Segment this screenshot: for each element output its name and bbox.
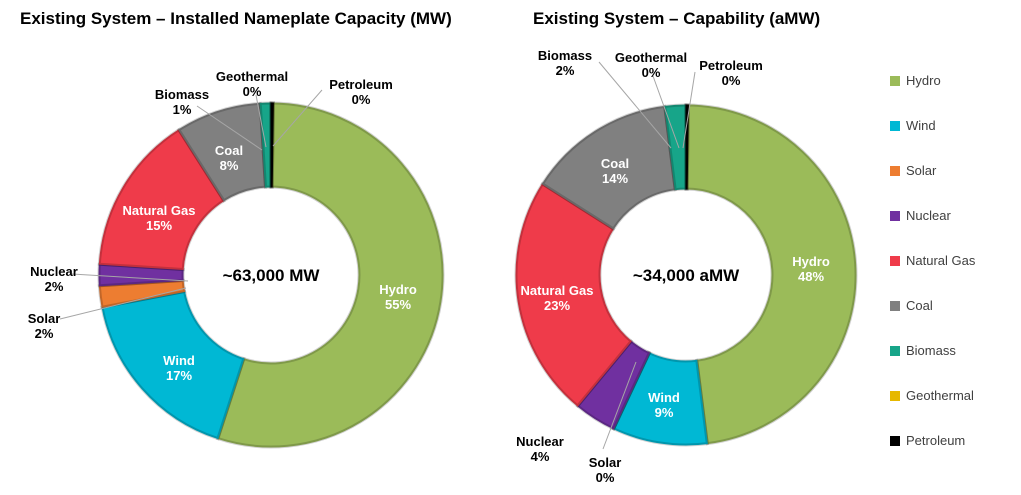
data-label-solar: Solar 0% xyxy=(589,455,622,485)
legend-label: Nuclear xyxy=(906,208,951,223)
legend-swatch xyxy=(890,300,900,311)
leader-line-solar xyxy=(602,361,637,450)
data-label-geothermal: Geothermal 0% xyxy=(216,69,288,99)
leader-line-geothermal xyxy=(652,75,680,149)
leader-line-petroleum xyxy=(272,89,323,147)
data-label-biomass: Biomass 1% xyxy=(155,87,209,117)
data-label-petroleum: Petroleum 0% xyxy=(699,58,763,88)
legend-swatch xyxy=(890,255,900,266)
data-label-wind: Wind 9% xyxy=(648,390,680,420)
center-total-label: ~34,000 aMW xyxy=(633,266,740,285)
legend-label: Biomass xyxy=(906,343,956,358)
data-label-coal: Coal 14% xyxy=(601,156,629,186)
leader-line-biomass xyxy=(598,61,672,149)
legend-item-geothermal: Geothermal xyxy=(890,373,1018,418)
data-label-natural-gas: Natural Gas 15% xyxy=(123,203,196,233)
chart-title-nameplate: Existing System – Installed Nameplate Ca… xyxy=(20,9,452,28)
slice-natural-gas xyxy=(515,183,632,407)
data-label-coal: Coal 8% xyxy=(215,143,243,173)
chart-title-capability: Existing System – Capability (aMW) xyxy=(533,9,821,28)
donut-chart-2: Hydro 48% Wind 9% Solar 0% Nuclear 4% Natural Ga… xyxy=(514,48,858,485)
legend-label: Natural Gas xyxy=(906,253,976,268)
data-label-natural-gas: Natural Gas 23% xyxy=(521,283,594,313)
legend: Hydro Wind Solar Nuclear Natural Gas Coal Biom… xyxy=(890,58,1018,463)
slice-outline-hydro xyxy=(215,101,445,449)
legend-swatch xyxy=(890,120,900,131)
data-label-biomass: Biomass 2% xyxy=(538,48,592,78)
data-label-nuclear: Nuclear 4% xyxy=(516,434,564,464)
legend-label: Hydro xyxy=(906,73,941,88)
legend-label: Coal xyxy=(906,298,933,313)
slice-hydro xyxy=(217,102,444,448)
legend-label: Geothermal xyxy=(906,388,974,403)
leader-line-biomass xyxy=(196,105,263,151)
legend-swatch xyxy=(890,345,900,356)
data-label-hydro: Hydro 55% xyxy=(379,282,417,312)
legend-item-coal: Coal xyxy=(890,283,1018,328)
slice-petroleum xyxy=(270,102,274,188)
legend-swatch xyxy=(890,210,900,221)
data-label-petroleum: Petroleum 0% xyxy=(329,77,393,107)
legend-label: Solar xyxy=(906,163,937,178)
data-label-geothermal: Geothermal 0% xyxy=(615,50,687,80)
leader-line-geothermal xyxy=(255,94,267,148)
slice-outline-natural-gas xyxy=(514,181,634,409)
legend-label: Wind xyxy=(906,118,936,133)
legend-item-petroleum: Petroleum xyxy=(890,418,1018,463)
legend-item-natural-gas: Natural Gas xyxy=(890,238,1018,283)
legend-label: Petroleum xyxy=(906,433,966,448)
legend-item-solar: Solar xyxy=(890,148,1018,193)
leader-line-solar xyxy=(59,287,187,320)
legend-swatch xyxy=(890,435,900,446)
slice-outline-petroleum xyxy=(269,101,275,189)
legend-item-nuclear: Nuclear xyxy=(890,193,1018,238)
legend-item-wind: Wind xyxy=(890,103,1018,148)
data-label-wind: Wind 17% xyxy=(163,353,195,383)
legend-item-hydro: Hydro xyxy=(890,58,1018,103)
legend-swatch xyxy=(890,75,900,86)
legend-swatch xyxy=(890,390,900,401)
donut-chart-1: Hydro 55% Wind 17% Solar 2% Nuclear 2% Natural G… xyxy=(28,69,445,449)
data-label-nuclear: Nuclear 2% xyxy=(30,264,78,294)
center-total-label: ~63,000 MW xyxy=(223,266,321,285)
legend-item-biomass: Biomass xyxy=(890,328,1018,373)
slice-outline-hydro xyxy=(684,103,858,446)
data-label-hydro: Hydro 48% xyxy=(792,254,830,284)
legend-swatch xyxy=(890,165,900,176)
leader-line-petroleum xyxy=(682,71,696,149)
slice-outline-petroleum xyxy=(684,103,690,191)
data-label-solar: Solar 2% xyxy=(28,311,61,341)
leader-line-nuclear xyxy=(71,273,189,282)
slice-hydro xyxy=(685,104,857,445)
